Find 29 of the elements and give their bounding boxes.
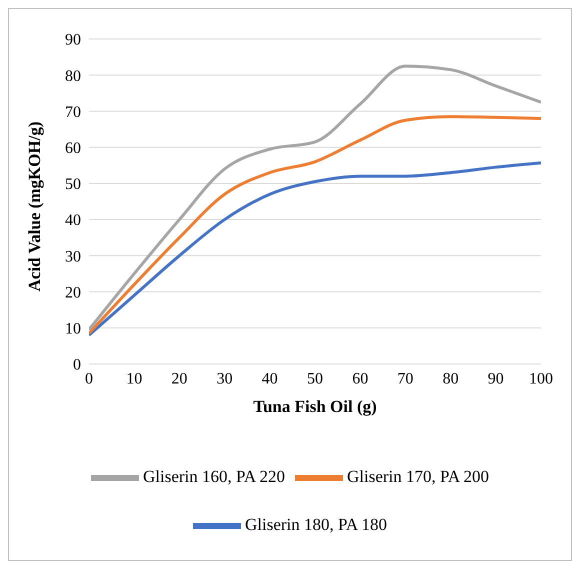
x-tick-label: 70	[397, 370, 414, 388]
x-tick-label: 10	[126, 370, 142, 388]
line-series	[89, 64, 541, 332]
legend-label: Gliserin 170, PA 200	[347, 466, 490, 486]
line-series	[89, 115, 541, 335]
line-series	[89, 161, 541, 337]
y-tick-label: 40	[65, 212, 81, 230]
x-tick-label: 0	[85, 370, 93, 388]
y-tick-label: 90	[65, 32, 81, 49]
y-tick-label: 60	[65, 140, 81, 158]
y-tick-label: 30	[65, 248, 81, 266]
x-tick-label: 40	[262, 370, 278, 388]
x-tick-label: 60	[352, 370, 368, 388]
x-tick-label: 30	[216, 370, 233, 388]
y-tick-label: 80	[65, 68, 81, 85]
x-tick-label: 50	[307, 370, 323, 388]
x-tick-label: 100	[529, 370, 553, 388]
legend-label: Gliserin 180, PA 180	[244, 514, 387, 534]
legend-label: Gliserin 160, PA 220	[142, 466, 285, 486]
x-tick-label: 90	[488, 370, 504, 388]
y-axis-title: Acid Value (mgKOH/g)	[25, 121, 44, 292]
x-tick-label: 80	[442, 370, 459, 388]
x-axis-title: Tuna Fish Oil (g)	[253, 397, 377, 416]
y-tick-label: 20	[65, 284, 81, 302]
x-tick-label: 20	[171, 370, 188, 388]
y-tick-label: 10	[65, 320, 81, 338]
y-tick-label: 0	[73, 356, 81, 374]
y-tick-label: 70	[65, 104, 81, 121]
y-tick-label: 50	[65, 176, 81, 194]
